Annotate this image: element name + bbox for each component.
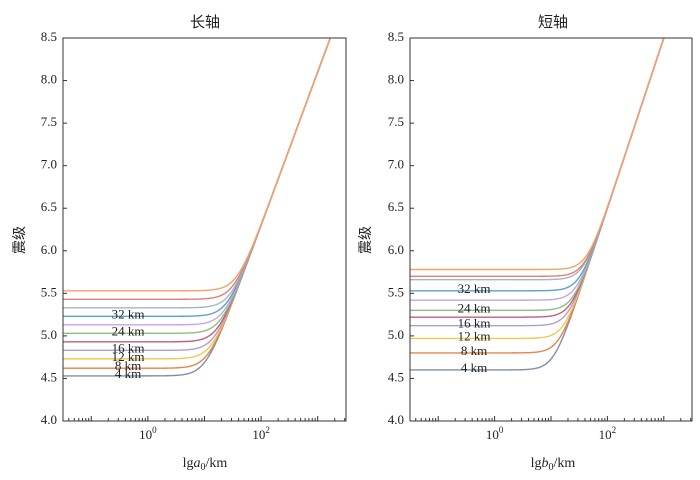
minor-axis-x-tick-label: 100	[486, 425, 504, 442]
major-axis-panel-title: 长轴	[190, 14, 220, 31]
major-axis-curve-label: 24 km	[112, 323, 145, 338]
minor-axis-y-tick-label: 8.5	[388, 29, 404, 44]
major-axis-x-tick-label: 100	[139, 425, 157, 442]
major-axis-curve-label: 12 km	[112, 349, 145, 364]
major-axis-panel-ylabel: 震级	[12, 226, 28, 254]
minor-axis-curve-label: 24 km	[458, 300, 491, 315]
major-axis-y-tick-label: 5.5	[41, 284, 57, 299]
minor-axis-y-tick-label: 4.5	[388, 369, 404, 384]
major-axis-series-line-16-km	[63, 38, 332, 352]
minor-axis-y-tick-label: 7.5	[388, 114, 404, 129]
major-axis-series-line-40-km	[63, 38, 332, 300]
major-axis-curve-label: 16 km	[112, 340, 145, 355]
major-axis-xlabel-prefix: lg	[183, 456, 194, 471]
minor-axis-panel-ylabel: 震级	[358, 226, 374, 254]
major-axis-series-line-12-km	[63, 38, 332, 360]
major-axis-y-tick-label: 8.5	[41, 29, 57, 44]
minor-axis-xlabel-variable: b	[542, 456, 549, 471]
major-axis-curve-label: 32 km	[112, 306, 145, 321]
major-axis-y-tick-label: 4.0	[41, 412, 57, 427]
major-axis-curves	[63, 38, 332, 377]
major-axis-series-line-44-km	[63, 38, 332, 292]
minor-axis-series-line-36-km	[410, 38, 665, 281]
major-axis-series-line-4-km	[63, 38, 332, 377]
minor-axis-plot-frame	[409, 37, 693, 422]
minor-axis-series-line-44-km	[410, 38, 665, 271]
minor-axis-curve-label: 12 km	[458, 328, 491, 343]
minor-axis-x-tick-label: 102	[599, 425, 617, 442]
major-axis-xlabel-subscript: 0	[201, 462, 206, 473]
major-axis-y-tick-label: 7.5	[41, 114, 57, 129]
major-axis-y-tick-label: 4.5	[41, 369, 57, 384]
minor-axis-curves	[410, 38, 665, 371]
major-axis-curve-label: 8 km	[115, 358, 141, 373]
major-axis-y-tick-label: 7.0	[41, 157, 57, 172]
minor-axis-curve-label: 8 km	[461, 343, 487, 358]
major-axis-x-tick-label: 102	[252, 425, 270, 442]
minor-axis-xlabel-unit: /km	[554, 456, 576, 471]
minor-axis-curve-label: 16 km	[458, 316, 491, 331]
minor-axis-xlabel-prefix: lg	[531, 456, 542, 471]
minor-axis-series-line-40-km	[410, 38, 665, 278]
minor-axis-series-line-32-km	[410, 38, 665, 292]
minor-axis-series-line-28-km	[410, 38, 665, 301]
minor-axis-y-tick-label: 6.5	[388, 199, 404, 214]
major-axis-series-line-36-km	[63, 38, 332, 309]
minor-axis-y-tick-label: 4.0	[388, 412, 404, 427]
minor-axis-series-line-24-km	[410, 38, 665, 312]
minor-axis-y-tick-label: 6.0	[388, 242, 404, 257]
minor-axis-y-tick-label: 5.5	[388, 284, 404, 299]
major-axis-y-tick-label: 6.5	[41, 199, 57, 214]
major-axis-xlabel-unit: /km	[206, 456, 228, 471]
major-axis-panel-xlabel: lga0/km	[183, 456, 228, 473]
minor-axis-series-line-4-km	[410, 38, 665, 371]
major-axis-y-tick-label: 6.0	[41, 242, 57, 257]
minor-axis-y-tick-label: 7.0	[388, 157, 404, 172]
major-axis-y-tick-label: 5.0	[41, 327, 57, 342]
minor-axis-curve-label: 32 km	[458, 281, 491, 296]
major-axis-series-line-24-km	[63, 38, 332, 335]
major-axis-series-line-32-km	[63, 38, 332, 318]
major-axis-plot-frame	[62, 37, 347, 422]
minor-axis-panel-title: 短轴	[538, 14, 568, 31]
major-axis-xlabel-variable: a	[194, 456, 201, 471]
major-axis-y-tick-label: 8.0	[41, 72, 57, 87]
minor-axis-y-tick-label: 5.0	[388, 327, 404, 342]
minor-axis-panel-xlabel: lgb0/km	[531, 456, 576, 473]
major-axis-curve-label: 4 km	[115, 366, 141, 381]
minor-axis-xlabel-subscript: 0	[549, 462, 554, 473]
major-axis-series-line-8-km	[63, 38, 332, 369]
minor-axis-curve-label: 4 km	[461, 360, 487, 375]
minor-axis-y-tick-label: 8.0	[388, 72, 404, 87]
minor-axis-series-line-12-km	[410, 38, 665, 340]
major-axis-series-line-28-km	[63, 38, 332, 326]
